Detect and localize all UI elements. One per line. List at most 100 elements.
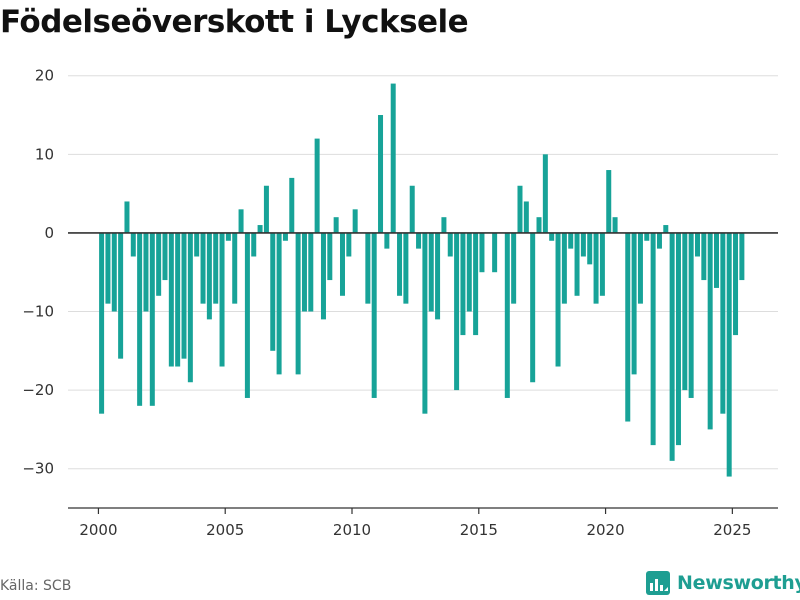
bar [568,232,574,249]
bar [479,232,485,273]
bar [694,232,700,257]
bar [688,232,694,398]
bar [301,232,307,312]
bar [365,232,371,304]
bar [663,225,669,233]
bar [574,232,580,296]
bar [219,232,225,367]
bar [454,232,460,391]
brand-logo[interactable]: Newsworthy [645,570,800,596]
bar [441,217,447,233]
bar [656,232,662,249]
bar [637,232,643,304]
bar [206,232,212,320]
bar [149,232,155,406]
x-tick-label: 2000 [79,521,117,539]
bar [168,232,174,367]
bar [327,232,333,281]
bar [422,232,428,414]
bar [587,232,593,265]
bar [530,232,536,383]
bar [213,232,219,304]
bar [282,232,288,241]
bar [523,201,529,233]
bar [111,232,117,312]
x-tick-label: 2005 [206,521,244,539]
bar [599,232,605,296]
bar [612,217,618,233]
x-tick-label: 2020 [586,521,624,539]
brand-name: Newsworthy [677,572,800,594]
bar [549,232,555,241]
bar [701,232,707,281]
bar [225,232,231,241]
y-tick-label: −30 [22,460,54,478]
bar [720,232,726,414]
bar [137,232,143,406]
bar [739,232,745,281]
bar [536,217,542,233]
bar [460,232,466,336]
x-tick-label: 2010 [333,521,371,539]
bars [99,83,745,477]
y-tick-label: −20 [22,381,54,399]
bar [251,232,257,257]
bar [669,232,675,461]
y-tick-label: 10 [35,145,54,163]
bar [492,232,498,273]
bar [542,154,548,233]
bar [726,232,732,477]
bar [99,232,105,414]
bar [625,232,631,422]
bar [238,209,244,233]
bar [511,232,517,304]
bar [320,232,326,320]
chart-title: Födelseöverskott i Lycksele [0,4,469,40]
bar [397,232,403,296]
bar [181,232,187,359]
bar [371,232,377,398]
y-tick-label: 20 [35,67,54,85]
bar [175,232,181,367]
y-tick-label: 0 [44,224,54,242]
source-note: Källa: SCB [0,578,72,594]
bar [352,209,358,233]
bar [257,225,263,233]
bar [276,232,282,375]
bar [194,232,200,257]
bar [682,232,688,391]
bar [378,115,384,233]
bar [675,232,681,446]
bar [631,232,637,375]
newsworthy-logo-icon [646,571,670,595]
bar [384,232,390,249]
bar [156,232,162,296]
bar [308,232,314,312]
bar [118,232,124,359]
bar [346,232,352,257]
bar [390,83,396,233]
bar [561,232,567,304]
bar [606,170,612,233]
bar [707,232,713,430]
bar [428,232,434,312]
bar [232,232,238,304]
bar [339,232,345,296]
x-tick-label: 2025 [713,521,751,539]
bar [162,232,168,281]
bar [650,232,656,446]
bar [644,232,650,241]
bar [244,232,250,398]
x-tick-label: 2015 [460,521,498,539]
bar [473,232,479,336]
bar [435,232,441,320]
bar [143,232,149,312]
bar [295,232,301,375]
bar [409,185,415,233]
bar [105,232,111,304]
bar [289,177,295,233]
bar [714,232,720,288]
bar [504,232,510,398]
